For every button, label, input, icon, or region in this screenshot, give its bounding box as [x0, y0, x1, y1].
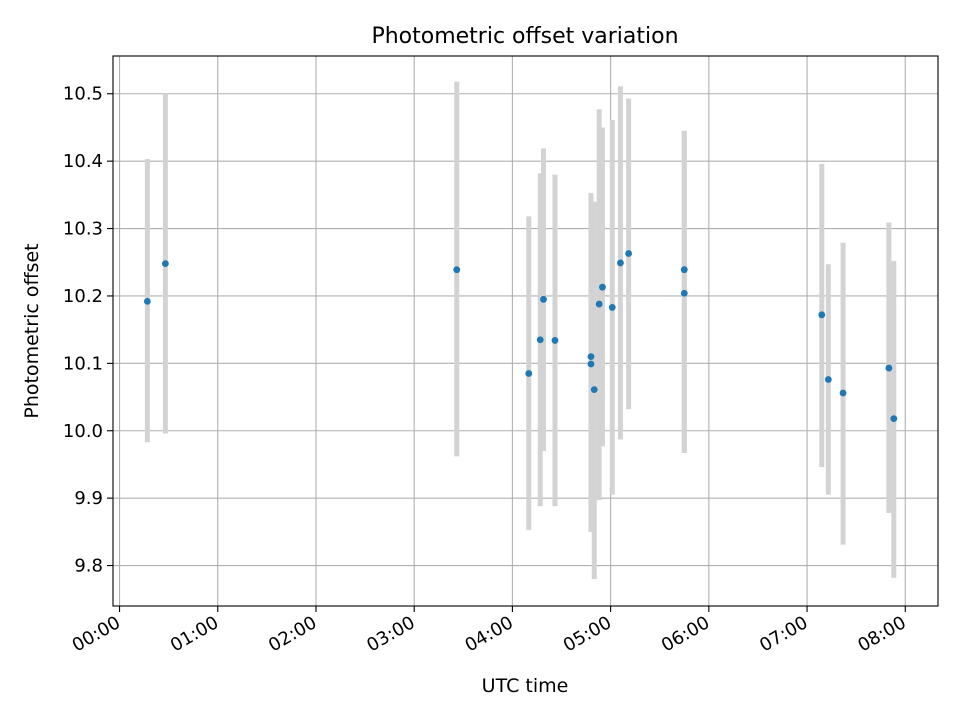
- data-point: [890, 415, 898, 423]
- data-point: [587, 353, 595, 361]
- data-point: [625, 250, 633, 257]
- y-axis: 9.8 9.9 10.0 10.1 10.2 10.3 10.4 10.5: [63, 84, 113, 577]
- data-point: [587, 360, 595, 368]
- data-point: [885, 364, 893, 372]
- data-point: [595, 300, 603, 308]
- data-point: [824, 376, 832, 383]
- data-point: [839, 389, 847, 397]
- plot-frame: [112, 55, 939, 607]
- y-tick-label: 10.0: [63, 421, 103, 442]
- chart-title: Photometric offset variation: [371, 24, 678, 49]
- data-point: [590, 386, 598, 394]
- data-point: [540, 295, 547, 303]
- y-axis-label: Photometric offset: [21, 243, 43, 418]
- y-tick-label: 10.4: [63, 151, 103, 172]
- data-point: [143, 297, 151, 305]
- data-point: [525, 370, 533, 377]
- data-point: [680, 289, 688, 297]
- data-point: [551, 337, 559, 344]
- data-point: [608, 304, 616, 311]
- y-tick-label: 10.1: [63, 353, 103, 374]
- data-point: [453, 266, 461, 274]
- data-point: [818, 311, 826, 319]
- y-tick-label: 10.3: [63, 219, 103, 240]
- data-point: [536, 336, 544, 344]
- data-point: [680, 266, 688, 274]
- data-point: [617, 259, 624, 267]
- x-axis-label: UTC time: [482, 675, 569, 697]
- y-tick-label: 10.5: [63, 84, 103, 105]
- y-tick-label: 9.9: [74, 488, 103, 509]
- data-point: [599, 283, 606, 291]
- data-point: [161, 260, 169, 267]
- data-points: [143, 250, 898, 423]
- y-tick-label: 9.8: [74, 556, 103, 577]
- y-tick-label: 10.2: [63, 286, 103, 307]
